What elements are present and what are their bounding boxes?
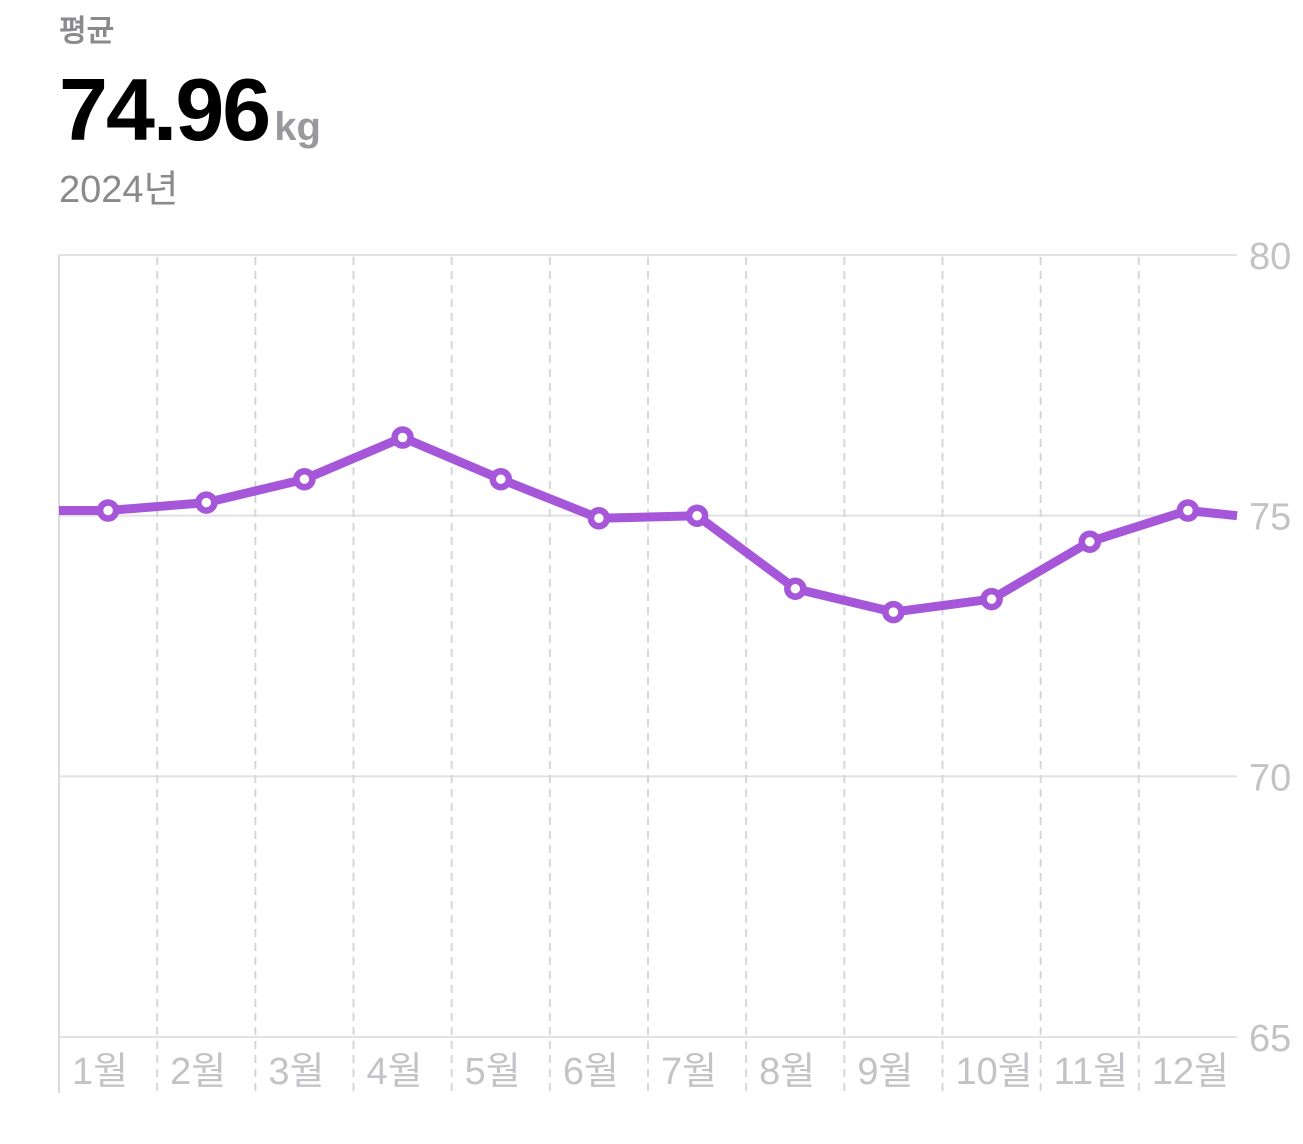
x-axis-label: 10월 — [956, 1051, 1033, 1093]
data-point-marker[interactable] — [96, 499, 120, 522]
x-axis-label: 8월 — [759, 1051, 815, 1093]
x-axis-label: 3월 — [268, 1051, 324, 1093]
data-point-marker[interactable] — [1176, 499, 1200, 522]
average-value: 74.96 — [59, 60, 271, 159]
period-label: 2024년 — [59, 169, 179, 211]
x-axis-label: 5월 — [465, 1051, 521, 1093]
data-point-marker[interactable] — [195, 491, 218, 514]
data-point-marker[interactable] — [587, 507, 611, 530]
metric-label: 평균 — [59, 15, 115, 48]
data-point-marker[interactable] — [784, 577, 807, 600]
x-axis-label: 6월 — [563, 1051, 619, 1093]
chart-header: 평균 74.96 kg 2024년 — [59, 12, 321, 212]
average-value-row: 74.96 kg — [59, 66, 321, 154]
x-axis-label: 9월 — [857, 1051, 913, 1093]
data-point-marker[interactable] — [293, 467, 316, 491]
x-axis-label: 2월 — [170, 1051, 226, 1093]
data-point-marker[interactable] — [685, 504, 709, 527]
data-point-marker[interactable] — [489, 467, 513, 491]
y-axis-label: 80 — [1249, 236, 1291, 278]
x-axis-label: 12월 — [1152, 1051, 1229, 1093]
weight-series-line — [59, 433, 1238, 617]
data-point-marker[interactable] — [391, 426, 414, 449]
unit-label: kg — [274, 105, 321, 149]
data-point-marker[interactable] — [882, 600, 905, 624]
y-axis-label: 70 — [1249, 757, 1291, 799]
x-axis-label: 11월 — [1054, 1051, 1128, 1093]
y-axis-label: 65 — [1249, 1018, 1291, 1060]
x-axis-label: 7월 — [661, 1051, 717, 1093]
x-axis-label: 1월 — [72, 1051, 128, 1093]
data-point-marker[interactable] — [980, 587, 1003, 611]
x-axis-label: 4월 — [367, 1051, 423, 1093]
data-point-marker[interactable] — [1078, 530, 1102, 553]
y-axis-label: 75 — [1249, 497, 1291, 539]
